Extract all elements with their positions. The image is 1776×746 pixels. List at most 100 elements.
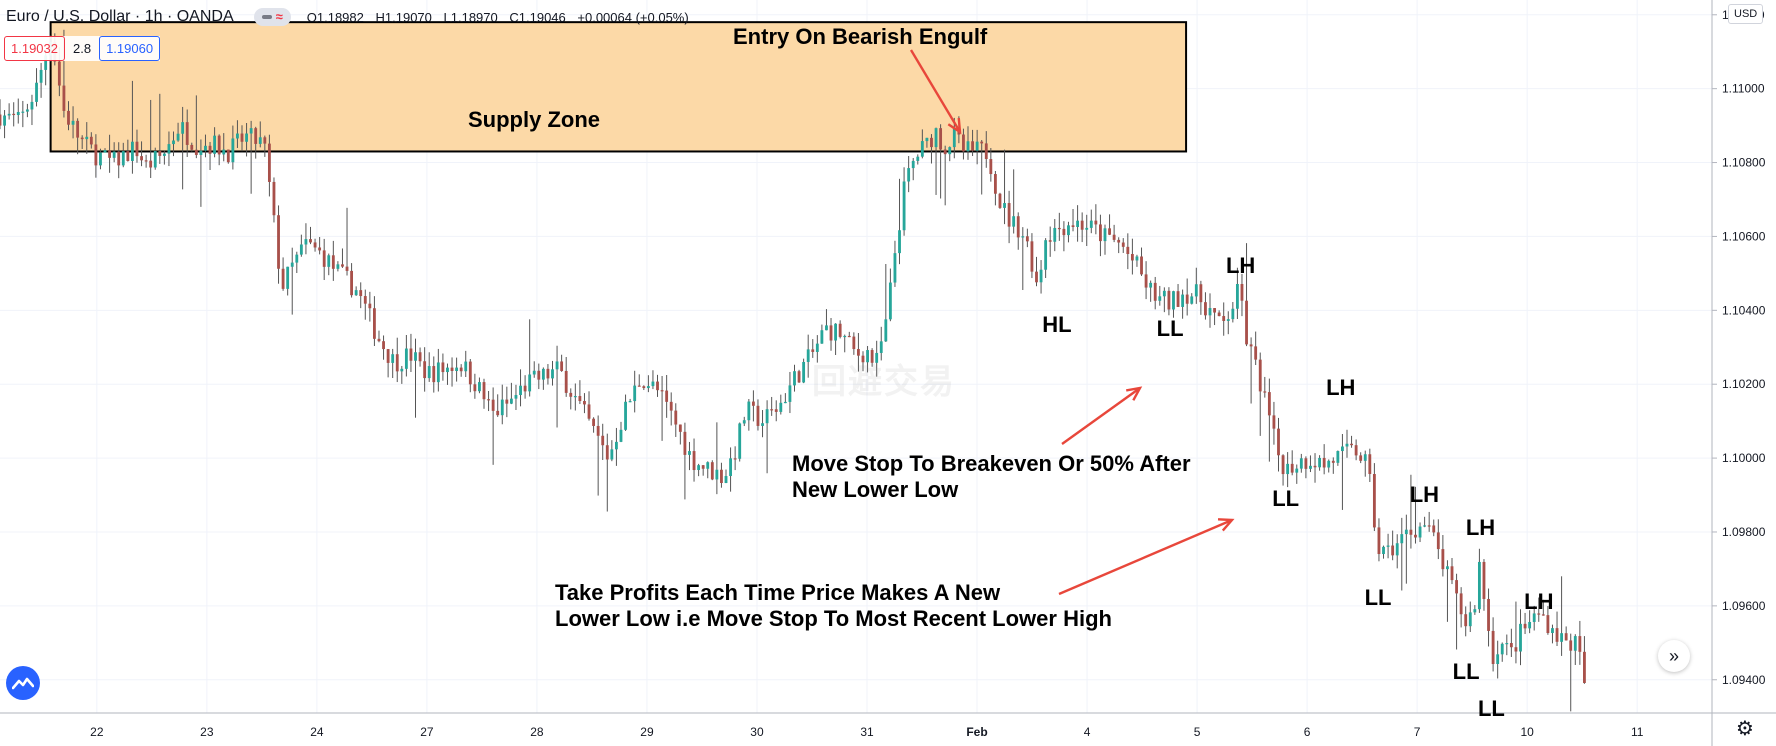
candle-body [820,330,824,344]
candle-body [1423,525,1427,527]
candle-body [368,303,372,309]
minus-icon [261,15,272,19]
sell-button[interactable]: 1.19032 [4,36,65,61]
candle-body [226,149,230,163]
candle-body [286,266,290,289]
swing-label-ll: LL [1477,696,1505,722]
candle-body [140,156,143,161]
take-profits-line-2: Lower Low i.e Move Stop To Most Recent L… [555,606,1112,631]
indicator-toggle[interactable]: ≈ [253,8,291,26]
symbol-title[interactable]: Euro / U.S. Dollar · 1h · OANDA [6,8,234,25]
candle-body [902,181,906,231]
candle-body [263,137,267,144]
candle-body [1254,346,1258,360]
arrow-head [1126,386,1143,401]
candle-body [149,160,153,168]
move-stop-arrow [1061,386,1143,445]
candle-body [30,101,34,110]
candle-body [733,458,737,460]
candle-body [870,350,874,363]
candle-body [1436,532,1440,550]
candle-body [720,469,723,484]
candle-body [267,143,271,182]
candle-body [1519,623,1522,652]
swing-label-lh: LH [1225,252,1256,278]
candle-body [514,395,518,399]
candle-body [1226,319,1230,321]
candle-body [1477,561,1481,610]
candle-body [400,368,404,372]
candle-body [103,150,107,153]
candle-body [628,401,632,403]
candle-body [756,405,760,426]
candle-body [57,61,61,86]
candle-body [811,349,815,352]
candle-body [541,368,545,380]
gear-icon[interactable]: ⚙ [1736,718,1754,740]
candle-body [1551,628,1554,634]
candlestick-series [0,29,1586,712]
candle-body [153,150,157,168]
candle-body [573,396,577,398]
candle-body [779,402,783,412]
candle-body [482,382,486,400]
candle-body [1286,463,1290,475]
x-tick-label: 6 [1304,725,1311,739]
candle-body [761,423,764,426]
candle-body [1395,543,1399,556]
candle-body [1089,220,1093,228]
scroll-to-realtime-button[interactable]: » [1658,640,1690,672]
candle-body [436,362,440,383]
candle-body [1076,220,1080,227]
candle-body [829,325,833,341]
candle-body [350,270,354,296]
x-tick-label: 31 [860,725,874,739]
candle-body [112,151,116,158]
candle-body [898,230,901,254]
candle-body [1245,300,1248,345]
candle-body [806,349,810,362]
candle-body [1537,613,1541,615]
candle-body [450,367,454,372]
supply-zone-label: Supply Zone [468,107,600,132]
candle-body [1094,220,1098,225]
candle-body [491,399,495,411]
candle-body [1290,463,1294,473]
x-tick-label: 22 [90,725,104,739]
candle-body [464,361,468,372]
candle-body [939,128,943,150]
move-stop-line-1: Move Stop To Breakeven Or 50% After [792,451,1191,476]
candle-body [1181,294,1185,307]
candle-body [1021,236,1025,238]
candle-body [135,141,139,157]
y-tick-label: 1.10000 [1722,451,1766,465]
candle-body [519,385,522,396]
candle-body [277,215,280,269]
candle-body [1482,561,1486,599]
candle-body [441,362,445,373]
candle-body [1528,621,1532,629]
candle-body [1505,643,1509,645]
candle-body [1258,359,1262,392]
candle-body [1190,296,1194,304]
y-tick-label: 1.09600 [1722,599,1766,613]
candle-body [1318,457,1322,468]
candle-body [1263,391,1267,393]
candle-body [39,69,43,83]
candle-body [473,384,477,392]
candle-body [1126,246,1130,255]
candle-body [930,137,933,148]
buy-button[interactable]: 1.19060 [99,36,161,61]
candle-body [592,418,596,426]
candle-body [934,128,938,148]
currency-button[interactable]: USD [1728,4,1764,24]
candle-body [907,168,911,182]
candle-body [204,145,207,151]
candle-body [564,370,568,393]
candle-body [1121,242,1125,247]
x-tick-label: 27 [420,725,434,739]
candle-body [1199,284,1203,303]
tradingview-logo[interactable] [6,666,40,700]
